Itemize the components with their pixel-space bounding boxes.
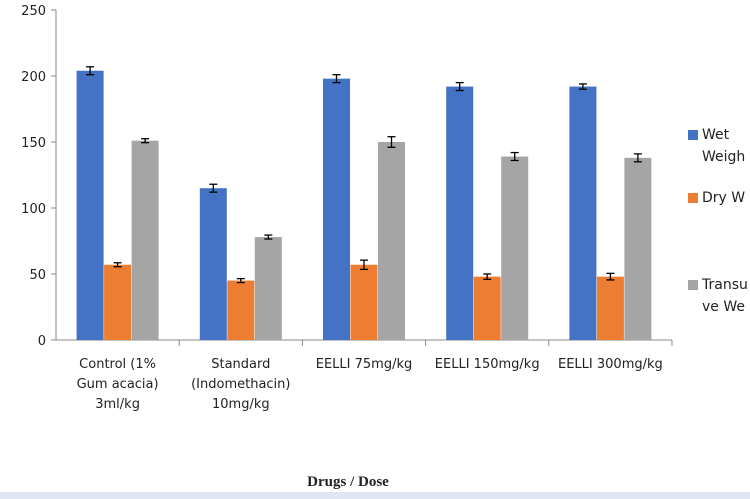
legend-label-line: Weigh xyxy=(702,149,745,165)
labels: Control (1% Gum acacia) 3ml/kg Standard (Ind… xyxy=(77,357,663,412)
legend-label: Wet Weigh xyxy=(702,127,745,165)
category-label-line: Standard xyxy=(211,357,270,372)
legend-swatch xyxy=(688,280,698,290)
bar xyxy=(254,237,282,340)
bar xyxy=(624,157,652,340)
legend-label-line: ve We xyxy=(702,299,745,315)
legend-swatch xyxy=(688,193,698,203)
legend-label: Dry W xyxy=(702,190,745,206)
y-tick-label: 250 xyxy=(21,4,46,19)
category-label-line: EELLI 75mg/kg xyxy=(316,357,413,372)
bar xyxy=(323,78,350,340)
bar xyxy=(350,264,378,340)
bars xyxy=(76,66,652,340)
category-label: EELLI 300mg/kg xyxy=(558,357,663,372)
bar xyxy=(227,280,255,340)
bar xyxy=(131,140,159,340)
y-tick-label: 200 xyxy=(21,70,46,85)
category-label-line: (Indomethacin) xyxy=(191,377,290,392)
bar xyxy=(569,86,597,340)
bar xyxy=(104,264,132,340)
y-tick-label: 0 xyxy=(38,334,46,349)
category-label-line: EELLI 150mg/kg xyxy=(435,357,540,372)
legend-swatch xyxy=(688,130,698,140)
category-label: Standard (Indomethacin) 10mg/kg xyxy=(191,357,290,412)
category-label-line: 10mg/kg xyxy=(212,397,270,412)
bar xyxy=(501,156,529,340)
legend: Wet Weigh Dry W Transu ve We xyxy=(688,127,748,315)
y-tick-label: 150 xyxy=(21,136,46,151)
bar xyxy=(473,276,501,340)
legend-label-line: Dry W xyxy=(702,190,745,206)
category-label: EELLI 150mg/kg xyxy=(435,357,540,372)
bar xyxy=(76,70,104,340)
category-label-line: 3ml/kg xyxy=(95,397,140,412)
bar xyxy=(446,86,474,340)
category-label-line: Control (1% xyxy=(79,357,156,372)
legend-label-line: Wet xyxy=(702,127,730,143)
legend-label-line: Transu xyxy=(701,277,748,293)
bar xyxy=(199,188,227,340)
bar xyxy=(378,142,405,340)
axes: 0 50 100 150 200 250 xyxy=(21,4,673,349)
bar xyxy=(596,276,624,340)
x-axis-label: Drugs / Dose xyxy=(307,474,389,490)
category-label: EELLI 75mg/kg xyxy=(316,357,413,372)
y-tick-label: 100 xyxy=(21,202,46,217)
legend-label: Transu ve We xyxy=(701,277,748,315)
category-label: Control (1% Gum acacia) 3ml/kg xyxy=(77,357,159,412)
category-label-line: Gum acacia) xyxy=(77,377,159,392)
category-label-line: EELLI 300mg/kg xyxy=(558,357,663,372)
y-tick-label: 50 xyxy=(29,268,46,283)
